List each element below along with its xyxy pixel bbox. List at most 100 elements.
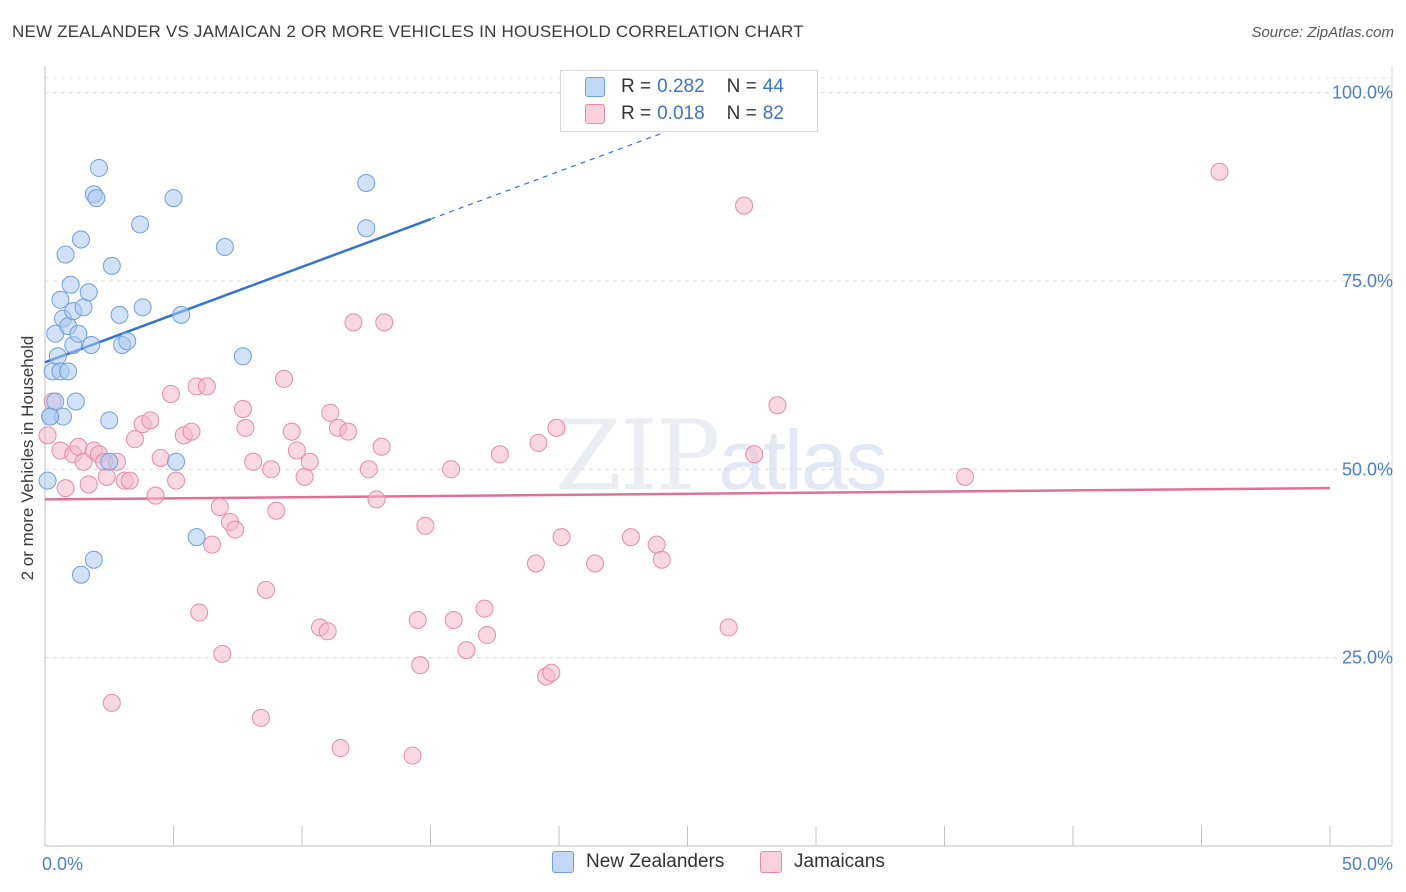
- legend-swatch-blue: [585, 77, 605, 97]
- point-new-zealander: [82, 335, 101, 354]
- point-jamaican: [408, 610, 427, 629]
- trend-line-new-zealanders: [44, 218, 431, 364]
- point-new-zealander: [51, 290, 70, 309]
- point-jamaican: [490, 445, 509, 464]
- point-new-zealander: [56, 245, 75, 264]
- point-jamaican: [210, 497, 229, 516]
- point-jamaican: [120, 471, 139, 490]
- point-new-zealander: [89, 158, 108, 177]
- bottom-legend-new-zealanders[interactable]: New Zealanders: [552, 851, 724, 873]
- point-new-zealander: [59, 362, 78, 381]
- point-jamaican: [146, 486, 165, 505]
- point-jamaican: [262, 460, 281, 479]
- point-new-zealander: [38, 471, 57, 490]
- point-jamaican: [197, 377, 216, 396]
- point-jamaican: [97, 467, 116, 486]
- point-new-zealander: [71, 565, 90, 584]
- point-jamaican: [735, 196, 754, 215]
- legend-n-label: N =: [726, 76, 757, 97]
- point-jamaican: [478, 626, 497, 645]
- legend-n-value: 44: [762, 76, 784, 97]
- point-jamaican: [213, 644, 232, 663]
- y-tick-label: 25.0%: [1342, 648, 1393, 668]
- point-new-zealander: [133, 298, 152, 317]
- point-jamaican: [719, 618, 738, 637]
- point-jamaican: [621, 528, 640, 547]
- point-new-zealander: [131, 215, 150, 234]
- point-jamaican: [585, 554, 604, 573]
- point-new-zealander: [71, 230, 90, 249]
- point-new-zealander: [233, 347, 252, 366]
- grid-lines: [45, 77, 1392, 659]
- legend-r-label: R =: [621, 103, 652, 124]
- bottom-legend-jamaicans[interactable]: Jamaicans: [760, 851, 885, 873]
- point-jamaican: [300, 452, 319, 471]
- point-new-zealander: [69, 324, 88, 343]
- point-new-zealander: [100, 411, 119, 430]
- point-jamaican: [275, 369, 294, 388]
- point-new-zealander: [61, 275, 80, 294]
- legend-r-value: 0.018: [657, 103, 705, 124]
- point-jamaican: [652, 550, 671, 569]
- legend-r-value: 0.282: [657, 76, 705, 97]
- bottom-legend-label: Jamaicans: [794, 851, 885, 872]
- trend-line-new-zealanders-extension: [430, 132, 663, 220]
- point-jamaican: [529, 433, 548, 452]
- tick-labels: 25.0% 50.0% 75.0% 100.0% 0.0% 50.0%: [42, 83, 1393, 874]
- point-new-zealander: [66, 392, 85, 411]
- point-new-zealander: [187, 528, 206, 547]
- point-new-zealander: [102, 256, 121, 275]
- legend-r-label: R =: [621, 76, 652, 97]
- point-jamaican: [372, 437, 391, 456]
- y-tick-label: 50.0%: [1342, 459, 1393, 479]
- point-jamaican: [74, 452, 93, 471]
- point-jamaican: [226, 520, 245, 539]
- point-new-zealander: [84, 550, 103, 569]
- point-jamaican: [475, 599, 494, 618]
- point-jamaican: [956, 467, 975, 486]
- point-jamaican: [547, 418, 566, 437]
- y-tick-label: 100.0%: [1332, 83, 1393, 103]
- point-new-zealander: [87, 189, 106, 208]
- point-jamaican: [542, 663, 561, 682]
- point-jamaican: [236, 418, 255, 437]
- point-jamaican: [69, 437, 88, 456]
- bottom-legend-label: New Zealanders: [586, 851, 725, 872]
- point-jamaican: [457, 641, 476, 660]
- point-new-zealander: [48, 347, 67, 366]
- point-jamaican: [367, 490, 386, 509]
- point-new-zealander: [357, 174, 376, 193]
- stats-legend: R = 0.282 N = 44 R = 0.018 N = 82: [560, 70, 818, 132]
- point-new-zealander: [100, 452, 119, 471]
- point-new-zealander: [79, 283, 98, 302]
- point-jamaican: [251, 708, 270, 727]
- y-axis-label: 2 or more Vehicles in Household: [18, 336, 37, 581]
- bottom-legend-swatch-pink: [760, 851, 782, 873]
- point-jamaican: [161, 384, 180, 403]
- point-new-zealander: [172, 305, 191, 324]
- point-jamaican: [444, 610, 463, 629]
- point-jamaican: [182, 422, 201, 441]
- point-jamaican: [339, 422, 358, 441]
- point-jamaican: [526, 554, 545, 573]
- source-credit: Source: ZipAtlas.com: [1251, 24, 1394, 41]
- y-tick-label: 75.0%: [1342, 271, 1393, 291]
- point-jamaican: [190, 603, 209, 622]
- chart-title: NEW ZEALANDER VS JAMAICAN 2 OR MORE VEHI…: [12, 22, 804, 41]
- legend-n-label: N =: [726, 103, 757, 124]
- point-new-zealander: [110, 305, 129, 324]
- point-jamaican: [647, 535, 666, 554]
- point-jamaican: [411, 656, 430, 675]
- point-jamaican: [102, 693, 121, 712]
- point-jamaican: [167, 471, 186, 490]
- point-new-zealander: [74, 298, 93, 317]
- point-jamaican: [151, 449, 170, 467]
- legend-row-jamaicans: R = 0.018 N = 82: [585, 101, 784, 127]
- point-new-zealander: [118, 332, 137, 351]
- legend-n-value: 82: [762, 103, 784, 124]
- point-jamaican: [321, 403, 340, 422]
- point-new-zealander: [46, 392, 65, 411]
- point-jamaican: [141, 411, 160, 430]
- point-new-zealander: [357, 219, 376, 238]
